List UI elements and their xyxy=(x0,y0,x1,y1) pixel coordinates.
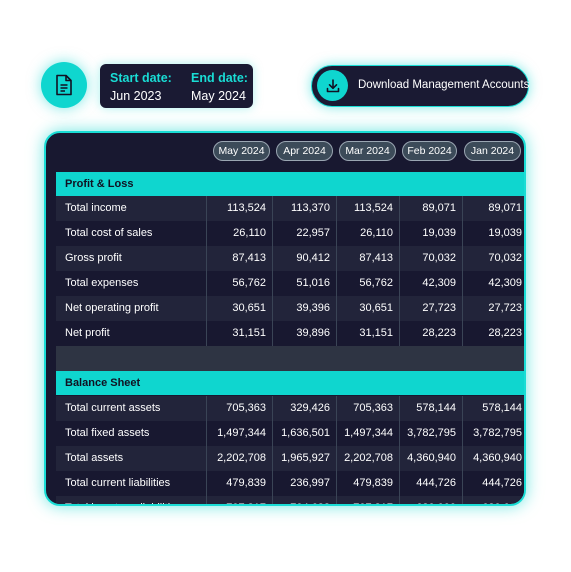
column-header-apr-2024[interactable]: Apr 2024 xyxy=(276,141,333,161)
table-row: Total fixed assets 1,497,344 1,636,501 1… xyxy=(56,421,524,446)
column-header-mar-2024[interactable]: Mar 2024 xyxy=(339,141,396,161)
table-cell: 236,997 xyxy=(272,471,336,496)
table-cell: 42,309 xyxy=(462,271,524,296)
section-divider xyxy=(56,346,524,371)
download-icon xyxy=(317,70,348,101)
table-cell: 70,032 xyxy=(399,246,462,271)
table-cell: 2,202,708 xyxy=(336,446,399,471)
table-row: Total current liabilities 479,839 236,99… xyxy=(56,471,524,496)
table-row: Total cost of sales 26,110 22,957 26,110… xyxy=(56,221,524,246)
row-label: Total fixed assets xyxy=(65,427,150,439)
row-label: Total cost of sales xyxy=(65,227,153,239)
table-cell: 31,151 xyxy=(206,321,272,346)
table-cell: 39,396 xyxy=(272,296,336,321)
table-cell: 89,071 xyxy=(462,196,524,221)
table-cell: 113,524 xyxy=(206,196,272,221)
table-cell: 704,633 xyxy=(272,496,336,504)
table-cell: 42,309 xyxy=(399,271,462,296)
table-cell: 113,524 xyxy=(336,196,399,221)
table-cell: 30,651 xyxy=(206,296,272,321)
table-row: Total current assets 705,363 329,426 705… xyxy=(56,396,524,421)
table-cell: 707,317 xyxy=(206,496,272,504)
row-label: Total assets xyxy=(65,452,124,464)
download-management-accounts-button[interactable]: Download Management Accounts xyxy=(311,65,529,107)
table-cell: 1,636,501 xyxy=(272,421,336,446)
table-cell: 630,000 xyxy=(462,496,524,504)
table-row: Total expenses 56,762 51,016 56,762 42,3… xyxy=(56,271,524,296)
row-label: Gross profit xyxy=(65,252,122,264)
table-cell: 630,000 xyxy=(399,496,462,504)
table-cell: 444,726 xyxy=(399,471,462,496)
table-cell: 87,413 xyxy=(206,246,272,271)
table-cell: 4,360,940 xyxy=(462,446,524,471)
table-cell: 705,363 xyxy=(206,396,272,421)
table-cell: 28,223 xyxy=(399,321,462,346)
table-row: Total income 113,524 113,370 113,524 89,… xyxy=(56,196,524,221)
table-cell: 3,782,795 xyxy=(462,421,524,446)
table-cell: 2,202,708 xyxy=(206,446,272,471)
start-date-value[interactable]: Jun 2023 xyxy=(110,89,162,103)
download-button-label: Download Management Accounts xyxy=(358,79,530,91)
table-cell: 444,726 xyxy=(462,471,524,496)
table-cell: 1,497,344 xyxy=(336,421,399,446)
column-header-feb-2024[interactable]: Feb 2024 xyxy=(402,141,457,161)
table-cell: 70,032 xyxy=(462,246,524,271)
table-row: Total assets 2,202,708 1,965,927 2,202,7… xyxy=(56,446,524,471)
table-row: Net profit 31,151 39,896 31,151 28,223 2… xyxy=(56,321,524,346)
table-cell: 19,039 xyxy=(462,221,524,246)
table-cell: 4,360,940 xyxy=(399,446,462,471)
table-cell: 1,497,344 xyxy=(206,421,272,446)
table-cell: 329,426 xyxy=(272,396,336,421)
table-cell: 707,317 xyxy=(336,496,399,504)
table-cell: 26,110 xyxy=(206,221,272,246)
table-cell: 578,144 xyxy=(399,396,462,421)
table-cell: 26,110 xyxy=(336,221,399,246)
table-cell: 90,412 xyxy=(272,246,336,271)
row-label: Total expenses xyxy=(65,277,139,289)
end-date-label: End date: xyxy=(191,71,248,85)
table-cell: 56,762 xyxy=(206,271,272,296)
table-cell: 578,144 xyxy=(462,396,524,421)
table-cell: 51,016 xyxy=(272,271,336,296)
date-range-selector[interactable]: Start date: Jun 2023 End date: May 2024 xyxy=(100,64,253,108)
table-cell: 3,782,795 xyxy=(399,421,462,446)
profit-loss-section-header: Profit & Loss xyxy=(56,172,524,196)
row-label: Net profit xyxy=(65,327,110,339)
table-cell: 39,896 xyxy=(272,321,336,346)
row-label: Total income xyxy=(65,202,127,214)
balance-sheet-section-header: Balance Sheet xyxy=(56,371,524,395)
table-cell: 479,839 xyxy=(336,471,399,496)
table-cell: 87,413 xyxy=(336,246,399,271)
table-cell: 113,370 xyxy=(272,196,336,221)
row-label: Total long term liabilities xyxy=(65,496,182,504)
column-header-may-2024[interactable]: May 2024 xyxy=(213,141,270,161)
table-cell: 1,965,927 xyxy=(272,446,336,471)
table-cell: 479,839 xyxy=(206,471,272,496)
table-cell: 30,651 xyxy=(336,296,399,321)
row-label: Net operating profit xyxy=(65,302,159,314)
table-cell: 89,071 xyxy=(399,196,462,221)
table-row: Net operating profit 30,651 39,396 30,65… xyxy=(56,296,524,321)
table-cell: 28,223 xyxy=(462,321,524,346)
table-row: Total long term liabilities 707,317 704,… xyxy=(56,496,524,504)
table-cell: 56,762 xyxy=(336,271,399,296)
table-cell: 22,957 xyxy=(272,221,336,246)
document-icon-button[interactable] xyxy=(41,62,87,108)
end-date-value[interactable]: May 2024 xyxy=(191,89,246,103)
row-label: Total current liabilities xyxy=(65,477,171,489)
document-icon xyxy=(56,74,72,96)
table-cell: 27,723 xyxy=(462,296,524,321)
row-label: Total current assets xyxy=(65,402,161,414)
table-row: Gross profit 87,413 90,412 87,413 70,032… xyxy=(56,246,524,271)
table-cell: 31,151 xyxy=(336,321,399,346)
column-header-jan-2024[interactable]: Jan 2024 xyxy=(464,141,521,161)
start-date-label: Start date: xyxy=(110,71,172,85)
accounts-table-panel: May 2024 Apr 2024 Mar 2024 Feb 2024 Jan … xyxy=(44,131,526,506)
table-cell: 19,039 xyxy=(399,221,462,246)
table-cell: 705,363 xyxy=(336,396,399,421)
table-cell: 27,723 xyxy=(399,296,462,321)
